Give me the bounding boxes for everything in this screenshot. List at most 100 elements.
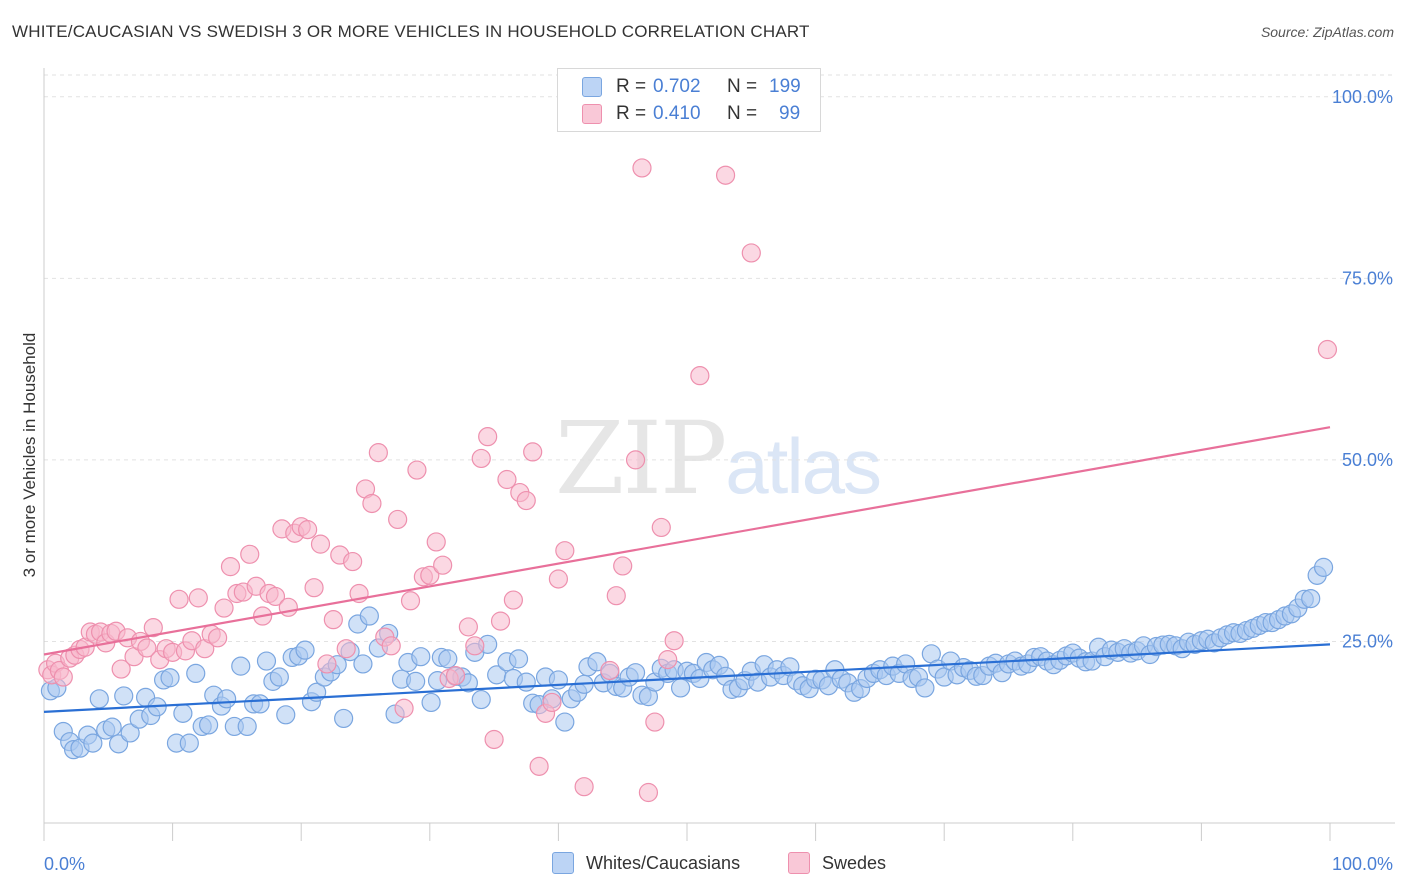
swede-point xyxy=(471,448,491,469)
y-tick-label: 100.0% xyxy=(1332,87,1393,107)
swede-point xyxy=(1317,339,1338,360)
white-point xyxy=(670,678,691,698)
swede-point xyxy=(651,517,671,538)
bottom-legend-white: Whites/Caucasians xyxy=(552,852,740,874)
swede-point xyxy=(490,611,511,631)
white-point xyxy=(114,686,134,706)
swede-trend-line xyxy=(43,426,1331,656)
swede-point xyxy=(465,636,485,656)
x-tick-label: 100.0% xyxy=(1332,854,1393,874)
white-point xyxy=(237,716,257,737)
swede-point xyxy=(53,667,73,687)
swede-point xyxy=(420,565,440,585)
swede-point xyxy=(625,450,646,470)
y-tick-label: 25.0% xyxy=(1342,631,1393,651)
white-point xyxy=(269,667,289,687)
white-point xyxy=(173,703,193,723)
swede-point xyxy=(497,469,517,490)
swede-point xyxy=(188,588,208,608)
swede-point xyxy=(381,636,401,656)
legend-r-value: 0.410 xyxy=(653,103,701,124)
white-point xyxy=(1313,557,1334,577)
swede-point xyxy=(343,551,363,572)
white-point xyxy=(334,708,354,729)
white-point xyxy=(160,668,180,688)
white-point xyxy=(256,651,277,671)
swede-point xyxy=(741,243,761,263)
swede-point xyxy=(523,442,543,462)
white-point xyxy=(217,689,237,709)
swede-point xyxy=(240,544,260,564)
white-point xyxy=(199,715,219,735)
legend-n-value: 99 xyxy=(779,103,801,124)
white-point xyxy=(471,689,491,710)
white-point xyxy=(102,717,122,737)
white-point xyxy=(179,733,199,753)
chart-title: WHITE/CAUCASIAN VS SWEDISH 3 OR MORE VEH… xyxy=(12,22,810,41)
legend-n-value: 199 xyxy=(769,76,801,97)
swede-point xyxy=(407,460,427,480)
swede-point xyxy=(503,590,523,610)
y-axis-label: 3 or more Vehicles in Household xyxy=(20,332,39,578)
bottom-legend-swatch-swede xyxy=(788,852,810,874)
swede-point xyxy=(542,692,562,713)
white-point xyxy=(438,649,458,669)
swede-point xyxy=(600,660,620,681)
x-tick-label: 0.0% xyxy=(44,854,85,874)
swede-point xyxy=(445,665,466,686)
white-point xyxy=(406,671,426,691)
swede-point xyxy=(304,578,324,598)
bottom-legend-label-white: Whites/Caucasians xyxy=(586,852,741,873)
swede-point xyxy=(336,639,356,659)
swede-point xyxy=(400,591,421,611)
swede-point xyxy=(529,756,549,776)
bottom-legend-swede: Swedes xyxy=(788,852,886,874)
swede-point xyxy=(278,597,298,617)
swede-point xyxy=(555,541,575,561)
legend-swatch-white xyxy=(582,77,602,97)
swede-point xyxy=(143,618,163,638)
swede-point xyxy=(484,729,504,750)
white-point xyxy=(555,712,575,732)
watermark: ZIPatlas xyxy=(555,400,882,517)
swede-point xyxy=(645,712,665,732)
white-point xyxy=(353,654,373,674)
swede-point xyxy=(362,493,382,514)
swede-point xyxy=(613,556,633,576)
legend-r-label: R = xyxy=(616,103,647,124)
white-point xyxy=(625,663,646,683)
white-point xyxy=(186,663,206,684)
white-point xyxy=(915,678,935,698)
white-point xyxy=(1301,588,1321,609)
swede-point xyxy=(548,569,569,589)
swede-point xyxy=(323,610,343,630)
y-tick-label: 75.0% xyxy=(1342,268,1393,288)
swede-point xyxy=(426,532,446,552)
white-point xyxy=(516,672,536,692)
bottom-legend-swatch-white xyxy=(552,852,574,874)
watermark-atlas: atlas xyxy=(725,422,882,510)
swede-point xyxy=(690,366,710,386)
swede-point xyxy=(638,782,659,803)
swede-point xyxy=(265,586,286,607)
white-point xyxy=(89,689,109,709)
swede-point xyxy=(137,638,157,658)
swede-point xyxy=(458,617,478,637)
swede-point xyxy=(632,158,652,178)
white-point xyxy=(359,606,379,626)
legend-row-swede: R = 0.410 N = 99 xyxy=(582,101,800,127)
white-point xyxy=(411,647,431,667)
swede-point xyxy=(606,586,626,606)
white-point xyxy=(421,692,441,713)
legend-n-label: N = xyxy=(727,103,758,124)
swede-point xyxy=(433,555,453,575)
legend-box: R = 0.702 N = 199 R = 0.410 N = 99 xyxy=(557,68,821,132)
y-tick-label: 50.0% xyxy=(1342,450,1393,470)
swede-point xyxy=(664,631,684,651)
legend-r-value: 0.702 xyxy=(653,76,701,97)
white-point xyxy=(295,640,315,660)
legend-row-white: R = 0.702 N = 199 xyxy=(582,74,801,100)
swede-point xyxy=(388,509,408,530)
legend-n-label: N = xyxy=(727,76,758,97)
swede-point xyxy=(214,598,234,618)
